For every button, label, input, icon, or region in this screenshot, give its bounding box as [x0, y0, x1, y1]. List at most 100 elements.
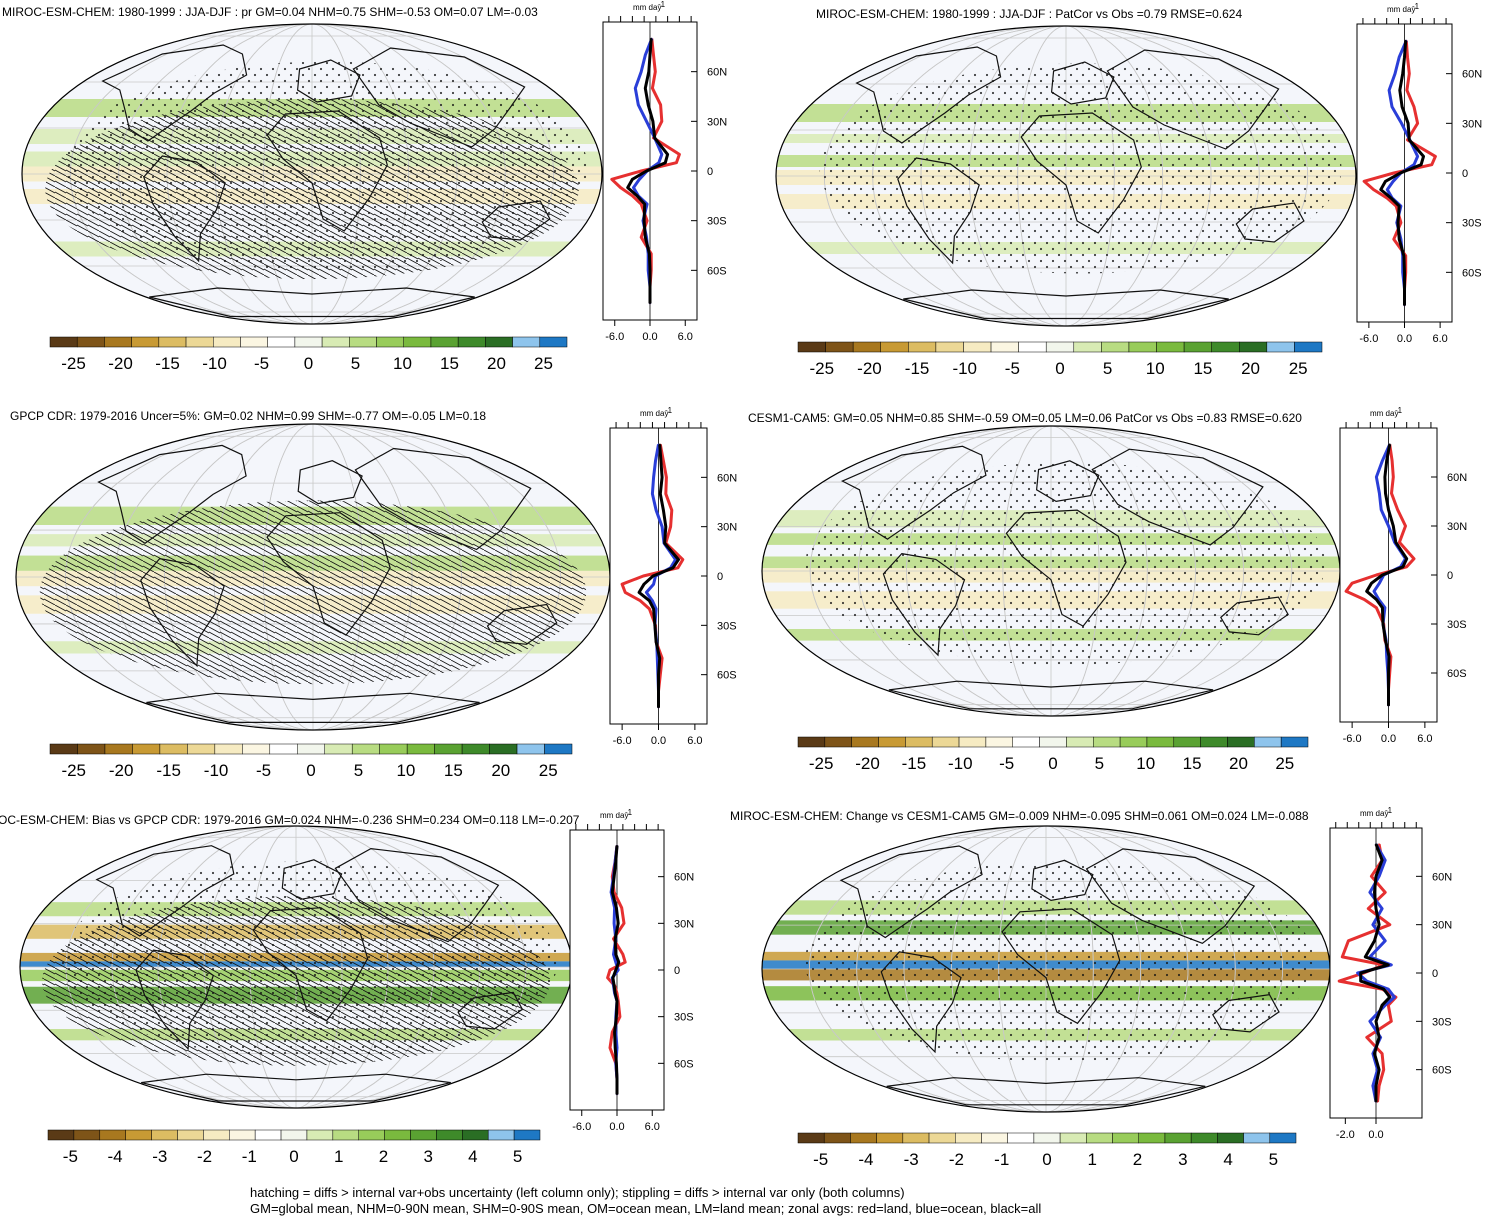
- colorbar-tick-label: 2: [379, 1147, 388, 1166]
- zonal-point-all: [614, 992, 617, 995]
- zonal-point-all: [1378, 923, 1380, 926]
- zonal-point-all: [647, 103, 650, 106]
- zonal-point-ocean: [1384, 859, 1386, 862]
- zonal-point-ocean: [637, 103, 640, 106]
- zonal-point-all: [1375, 1020, 1377, 1023]
- colorbar-swatch: [539, 336, 568, 348]
- zonal-point-all: [1388, 443, 1391, 446]
- colorbar-swatch: [131, 336, 160, 348]
- zonal-point-land: [652, 54, 655, 56]
- zonal-point-all: [672, 566, 674, 569]
- zonal-point-land: [651, 87, 654, 90]
- zonal-point-all: [1364, 956, 1367, 958]
- lat-tick-label: 0: [717, 571, 723, 583]
- lat-tick-label: 30S: [674, 1012, 694, 1024]
- zonal-point-land: [1347, 939, 1350, 942]
- zonal-point-land: [675, 161, 678, 164]
- zonal-point-land: [624, 961, 627, 964]
- profile-unit-label: mm day: [1360, 809, 1388, 818]
- zonal-point-ocean: [651, 599, 654, 602]
- zonal-point-all: [1403, 56, 1406, 58]
- zonal-point-all: [614, 938, 617, 940]
- zonal-point-all: [1387, 688, 1390, 691]
- zonal-point-ocean: [632, 186, 635, 189]
- map: [761, 825, 1331, 1113]
- zonal-series-ocean: [644, 444, 677, 708]
- colorbar-swatch: [797, 1132, 825, 1144]
- colorbar-swatch: [487, 1129, 515, 1141]
- zonal-point-land: [1378, 1084, 1380, 1087]
- zonal-point-all: [1385, 459, 1388, 462]
- colorbar-swatch: [516, 743, 545, 755]
- zonal-point-land: [611, 178, 613, 181]
- zonal-point-ocean: [1387, 525, 1390, 527]
- colorbar-tick-label: -10: [948, 754, 973, 773]
- zonal-point-all: [666, 153, 669, 156]
- profile-x-tick-label: 6.0: [687, 735, 702, 747]
- map: [775, 25, 1357, 327]
- colorbar-swatch: [187, 743, 216, 755]
- colorbar-swatch: [49, 336, 78, 348]
- zonal-point-all: [659, 492, 662, 495]
- colorbar-tick-label: 10: [396, 761, 415, 780]
- colorbar: -5 -4 -3 -2 -1 0 1 2 3 4 5: [797, 1132, 1297, 1169]
- colorbar-tick-label: -10: [204, 761, 229, 780]
- colorbar-tick-label: 3: [1178, 1150, 1187, 1169]
- profile-x-tick-label: 6.0: [1417, 733, 1432, 745]
- zonal-mean-profile: mm day-1 60N 30N 0 30S 60S -6.0 0.0 6.0: [1356, 2, 1482, 345]
- zonal-point-all: [638, 591, 640, 594]
- zonal-point-all: [648, 70, 650, 73]
- zonal-point-ocean: [612, 953, 615, 956]
- colorbar-tick-label: -20: [855, 754, 880, 773]
- zonal-point-ocean: [1416, 155, 1419, 158]
- colorbar-tick-label: -10: [952, 359, 977, 378]
- coastline-6: [903, 289, 1229, 320]
- zonal-mean-profile: mm day-1 60N 30N 0 30S 60S -6.0 0.0 6.0: [569, 808, 694, 1133]
- zonal-point-land: [640, 236, 642, 239]
- profile-x-tick-label: -2.0: [1336, 1129, 1355, 1141]
- zonal-point-all: [1389, 996, 1391, 998]
- colorbar-tick-label: -2: [949, 1150, 964, 1169]
- zonal-point-ocean: [1390, 964, 1393, 966]
- zonal-point-ocean: [1378, 582, 1381, 584]
- zonal-point-land: [1406, 89, 1408, 92]
- colorbar-swatch: [376, 336, 404, 348]
- lat-tick-label: 60N: [674, 872, 694, 884]
- colorbar-swatch: [99, 1129, 126, 1141]
- profile-unit-exponent: -1: [658, 0, 666, 9]
- zonal-point-all: [657, 706, 660, 709]
- zonal-series-all: [1359, 843, 1392, 1102]
- zonal-point-all: [1401, 105, 1403, 108]
- zonal-point-all: [1398, 238, 1400, 241]
- colorbar-tick-label: -15: [155, 354, 180, 373]
- colorbar-swatch: [513, 1129, 541, 1141]
- colorbar-swatch: [1269, 1132, 1297, 1144]
- profile-x-tick-label: 6.0: [678, 331, 693, 343]
- profile-unit-exponent: -1: [1385, 806, 1393, 815]
- lat-tick-label: 60S: [674, 1058, 694, 1070]
- colorbar-swatch: [963, 341, 992, 353]
- footer-line-2: GM=global mean, NHM=0-90N mean, SHM=0-90…: [250, 1201, 1041, 1216]
- lat-tick-label: 60S: [1462, 267, 1482, 279]
- zonal-point-all: [664, 161, 667, 164]
- zonal-point-ocean: [1369, 891, 1371, 894]
- zonal-point-land: [620, 906, 623, 909]
- colorbar-swatch: [1173, 736, 1201, 748]
- zonal-point-land: [1375, 606, 1378, 609]
- profile-x-tick-label: -6.0: [572, 1121, 591, 1133]
- zonal-point-ocean: [656, 657, 659, 660]
- colorbar-swatch: [76, 336, 105, 348]
- colorbar-swatch: [125, 1129, 152, 1141]
- lat-tick-label: 30N: [717, 522, 737, 534]
- zonal-point-all: [662, 509, 665, 512]
- profile-x-tick-label: 6.0: [1432, 333, 1447, 345]
- zonal-point-all: [616, 1078, 618, 1080]
- zonal-point-ocean: [651, 492, 654, 495]
- colorbar-tick-label: -25: [61, 354, 86, 373]
- colorbar-swatch: [321, 336, 350, 348]
- lat-tick-label: 30N: [707, 116, 727, 128]
- zonal-point-land: [1366, 1036, 1368, 1039]
- colorbar-tick-label: 20: [1241, 359, 1260, 378]
- zonal-point-all: [616, 1000, 618, 1002]
- colorbar-swatch: [457, 336, 486, 348]
